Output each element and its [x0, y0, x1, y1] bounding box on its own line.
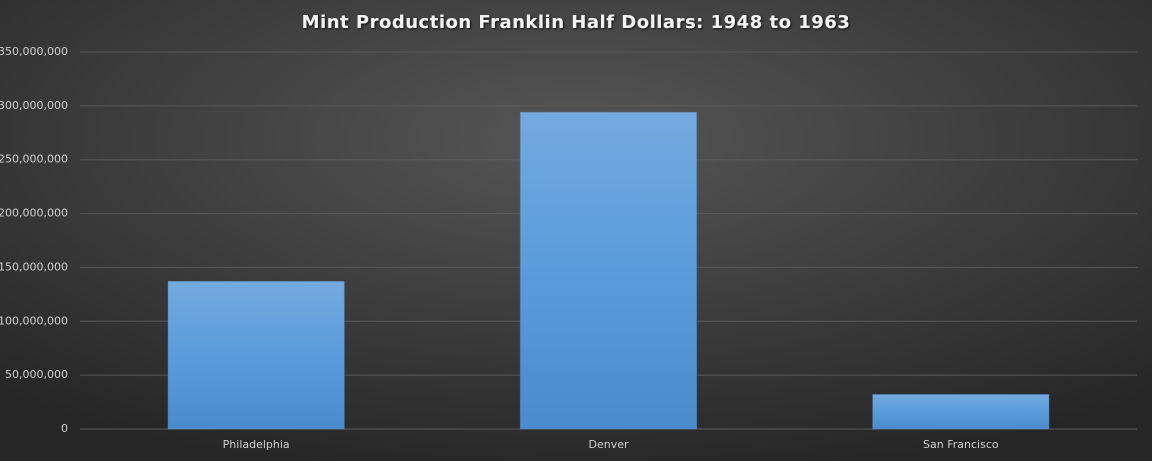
- y-tick-label: 150,000,000: [0, 260, 68, 273]
- bar: [872, 394, 1050, 430]
- x-tick-label: San Francisco: [923, 438, 999, 451]
- y-tick-label: 0: [61, 422, 68, 435]
- y-tick-label: 200,000,000: [0, 207, 68, 220]
- y-tick-label: 100,000,000: [0, 314, 68, 327]
- bar: [167, 280, 345, 430]
- y-tick-label: 300,000,000: [0, 99, 68, 112]
- chart-title: Mint Production Franklin Half Dollars: 1…: [302, 12, 851, 33]
- y-tick-label: 250,000,000: [0, 153, 68, 166]
- x-tick-label: Philadelphia: [223, 438, 290, 451]
- bar: [519, 111, 698, 430]
- y-tick-label: 50,000,000: [5, 368, 68, 381]
- y-tick-label: 350,000,000: [0, 45, 68, 58]
- x-tick-label: Denver: [588, 438, 628, 451]
